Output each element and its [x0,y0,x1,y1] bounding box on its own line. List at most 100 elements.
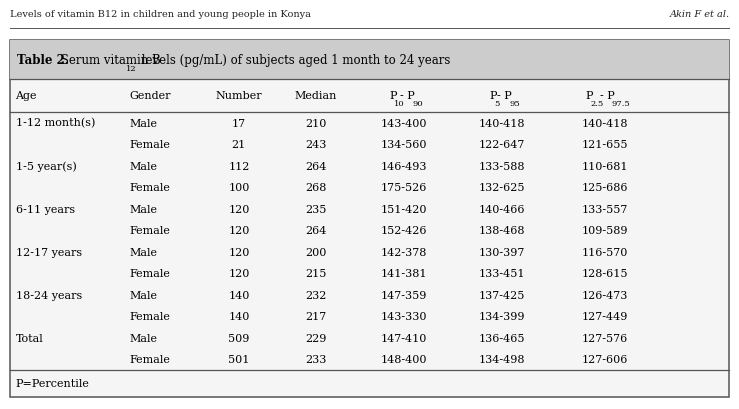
Text: 127-606: 127-606 [582,355,627,364]
Text: Male: Male [129,290,157,300]
Text: Female: Female [129,269,170,279]
Text: 143-330: 143-330 [381,312,427,321]
Text: 110-681: 110-681 [582,161,627,171]
Text: 229: 229 [305,333,327,343]
Text: 17: 17 [232,118,246,128]
Text: 138-468: 138-468 [479,226,525,236]
Text: 121-655: 121-655 [582,140,627,150]
Text: P: P [585,91,593,101]
Text: Male: Male [129,333,157,343]
Text: 264: 264 [305,161,327,171]
Text: 100: 100 [228,183,250,193]
Text: 116-570: 116-570 [582,247,627,257]
Text: 5: 5 [494,99,500,108]
Text: 175-526: 175-526 [381,183,427,193]
Text: - P: - P [599,91,614,101]
Text: Male: Male [129,161,157,171]
Text: 140: 140 [228,290,250,300]
Text: 152-426: 152-426 [381,226,427,236]
Text: Table 2.: Table 2. [17,54,69,67]
Text: Female: Female [129,140,170,150]
Text: 217: 217 [305,312,327,321]
Text: P=Percentile: P=Percentile [16,378,89,389]
Text: 140: 140 [228,312,250,321]
Text: 90: 90 [412,99,423,108]
Text: 140-466: 140-466 [479,204,525,214]
Text: 112: 112 [228,161,250,171]
Text: 21: 21 [232,140,246,150]
Text: 109-589: 109-589 [582,226,627,236]
Text: 142-378: 142-378 [381,247,427,257]
Text: Total: Total [16,333,44,343]
Text: 233: 233 [305,355,327,364]
Text: 137-425: 137-425 [479,290,525,300]
Text: - P: - P [497,91,512,101]
Text: 126-473: 126-473 [582,290,627,300]
Text: Levels of vitamin B12 in children and young people in Konya: Levels of vitamin B12 in children and yo… [10,10,310,19]
Text: Number: Number [216,91,262,101]
Text: 243: 243 [305,140,327,150]
Text: 1-5 year(s): 1-5 year(s) [16,161,76,171]
Text: Gender: Gender [129,91,171,101]
Text: 215: 215 [305,269,327,279]
Text: 18-24 years: 18-24 years [16,290,82,300]
Text: 128-615: 128-615 [582,269,627,279]
Text: 210: 210 [305,118,327,128]
Text: 136-465: 136-465 [479,333,525,343]
Text: 97.5: 97.5 [611,99,630,108]
Text: 134-498: 134-498 [479,355,525,364]
Text: Age: Age [16,91,37,101]
Text: 127-576: 127-576 [582,333,627,343]
Text: 141-381: 141-381 [381,269,427,279]
Text: 501: 501 [228,355,250,364]
Text: 264: 264 [305,226,327,236]
Text: 235: 235 [305,204,327,214]
Text: Female: Female [129,226,170,236]
Text: Serum vitamin B: Serum vitamin B [57,54,160,67]
Text: Male: Male [129,247,157,257]
Text: 143-400: 143-400 [381,118,427,128]
Text: - P: - P [401,91,415,101]
Text: Median: Median [295,91,337,101]
Text: 120: 120 [228,226,250,236]
Text: P: P [489,91,497,101]
Text: 134-560: 134-560 [381,140,427,150]
Text: levels (pg/mL) of subjects aged 1 month to 24 years: levels (pg/mL) of subjects aged 1 month … [138,54,451,67]
Text: Female: Female [129,183,170,193]
Bar [10,41,729,80]
Text: 120: 120 [228,269,250,279]
Text: 125-686: 125-686 [582,183,627,193]
Text: 133-557: 133-557 [582,204,627,214]
Text: P: P [389,91,397,101]
Text: 122-647: 122-647 [479,140,525,150]
Text: 148-400: 148-400 [381,355,427,364]
Text: 134-399: 134-399 [479,312,525,321]
Text: 12: 12 [126,65,137,73]
Text: 147-410: 147-410 [381,333,427,343]
Text: 133-451: 133-451 [479,269,525,279]
Text: Female: Female [129,355,170,364]
Text: Male: Male [129,118,157,128]
Text: 133-588: 133-588 [479,161,525,171]
Text: 509: 509 [228,333,250,343]
Text: 151-420: 151-420 [381,204,427,214]
Text: 6-11 years: 6-11 years [16,204,75,214]
Text: 232: 232 [305,290,327,300]
Text: 1-12 month(s): 1-12 month(s) [16,118,95,128]
Text: 140-418: 140-418 [582,118,627,128]
Text: 132-625: 132-625 [479,183,525,193]
Text: Female: Female [129,312,170,321]
Text: 12-17 years: 12-17 years [16,247,81,257]
Text: Akin F et al.: Akin F et al. [670,10,729,19]
Text: 146-493: 146-493 [381,161,427,171]
Text: 127-449: 127-449 [582,312,627,321]
Text: 147-359: 147-359 [381,290,427,300]
Text: 200: 200 [305,247,327,257]
Text: 120: 120 [228,204,250,214]
Text: 10: 10 [394,99,405,108]
Text: 2.5: 2.5 [590,99,604,108]
Text: 120: 120 [228,247,250,257]
Bar [10,41,729,397]
Text: 268: 268 [305,183,327,193]
Text: Male: Male [129,204,157,214]
